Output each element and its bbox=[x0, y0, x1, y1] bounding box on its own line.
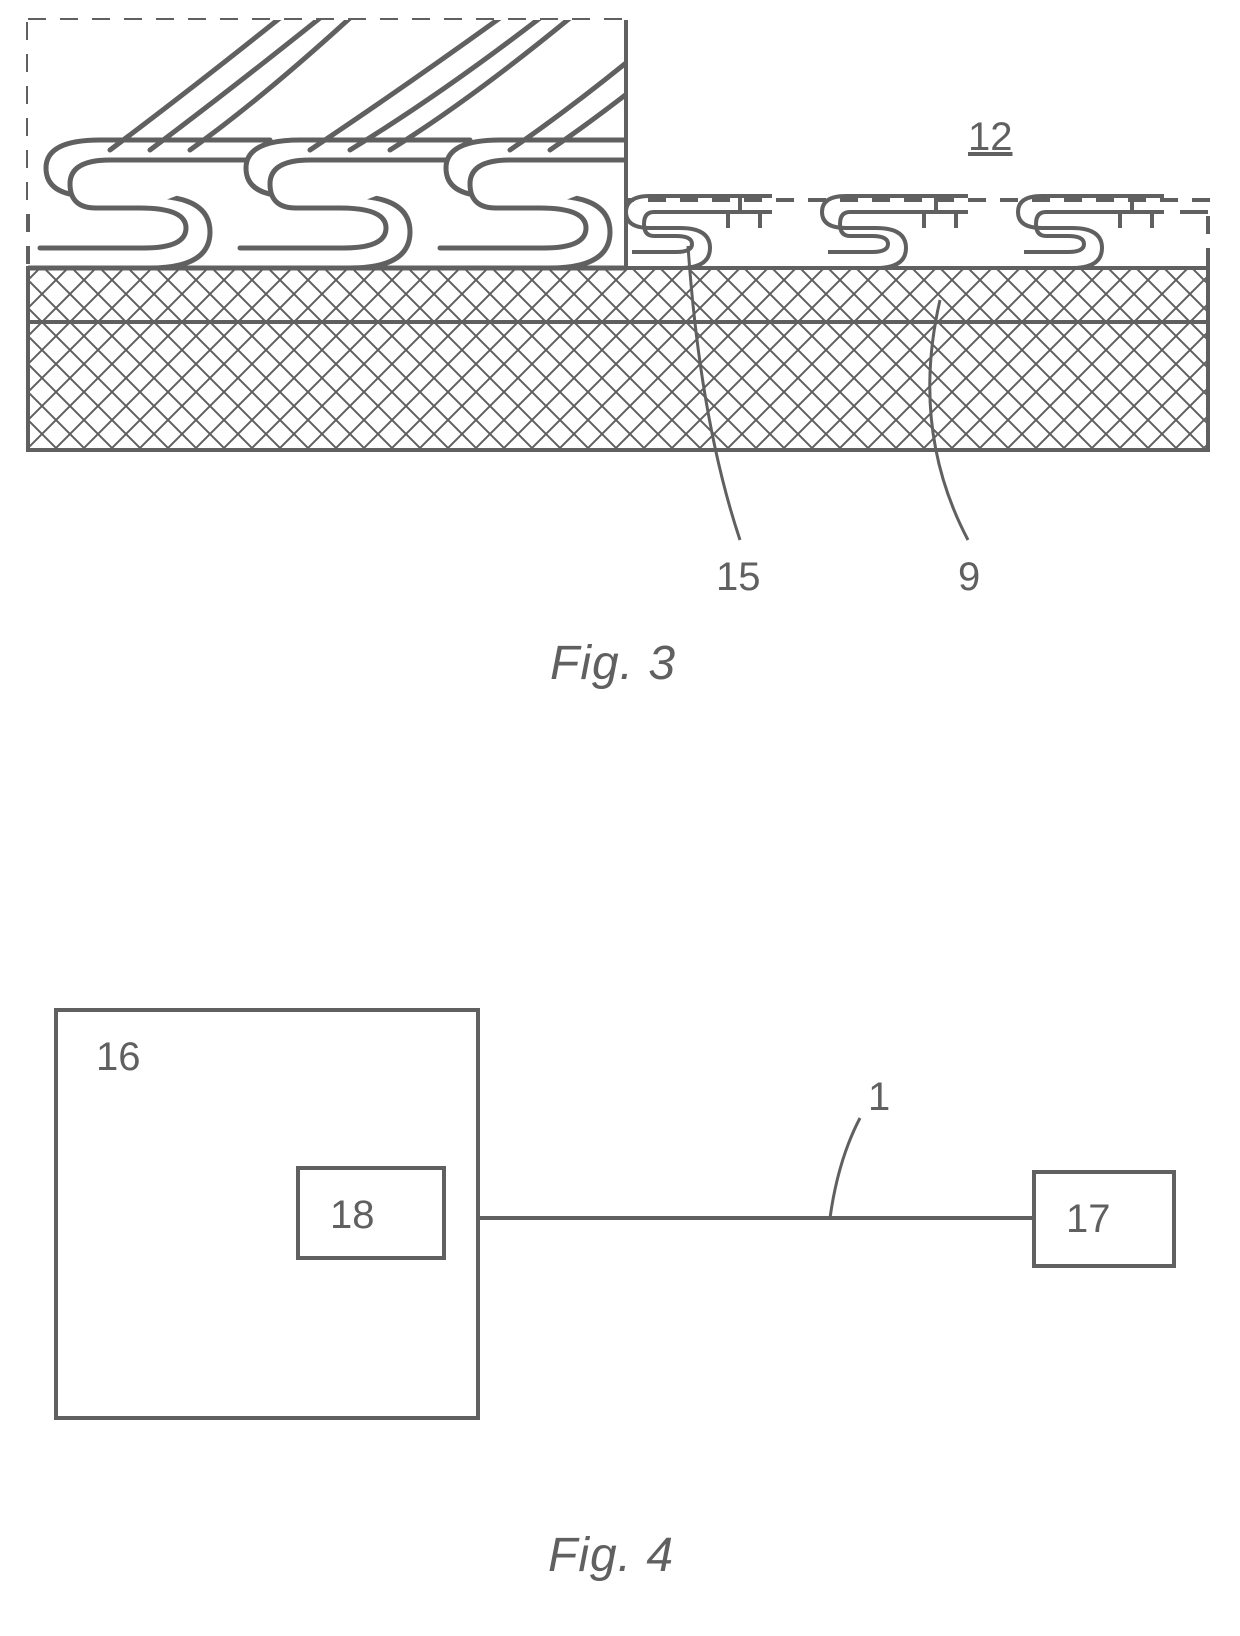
label-17: 17 bbox=[1066, 1197, 1111, 1241]
fig3-caption: Fig. 3 bbox=[550, 636, 676, 691]
right-hooks bbox=[626, 196, 1208, 268]
fig4-caption: Fig. 4 bbox=[548, 1528, 674, 1583]
label-9: 9 bbox=[958, 555, 980, 599]
fig4-diagram: 16 18 17 1 bbox=[0, 960, 1240, 1520]
label-12: 12 bbox=[968, 115, 1013, 159]
label-18: 18 bbox=[330, 1193, 375, 1237]
layer-lower-hatch bbox=[28, 322, 1208, 450]
label-16: 16 bbox=[96, 1035, 141, 1079]
layer-upper-hatch bbox=[28, 268, 1208, 322]
label-1: 1 bbox=[868, 1075, 890, 1119]
fig3-diagram: 12 15 9 bbox=[0, 0, 1240, 650]
leader-1 bbox=[830, 1118, 860, 1218]
left-zoom-panel bbox=[28, 18, 720, 268]
label-15: 15 bbox=[716, 555, 761, 599]
